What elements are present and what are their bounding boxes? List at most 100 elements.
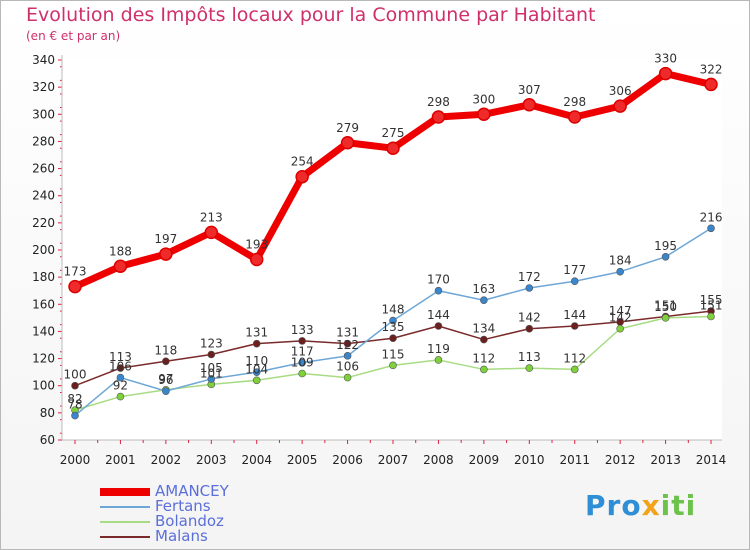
x-tick-label: 2007 [378, 453, 409, 467]
data-point-fertans [343, 352, 352, 360]
data-label-malans: 113 [109, 350, 132, 364]
x-tick-label: 2002 [151, 453, 182, 467]
y-tick-label: 120 [32, 352, 55, 366]
data-label-bolandoz: 106 [336, 360, 359, 374]
data-point-bolandoz [525, 364, 534, 372]
data-label-fertans: 78 [67, 398, 82, 412]
y-tick-label: 220 [32, 216, 55, 230]
data-point-amancey [613, 99, 627, 113]
data-point-bolandoz [707, 312, 715, 321]
data-point-fertans [661, 252, 670, 261]
data-label-fertans: 170 [427, 273, 450, 287]
x-tick-label: 2000 [60, 453, 91, 467]
data-point-bolandoz [570, 365, 579, 374]
chart-title: Evolution des Impôts locaux pour la Comm… [26, 4, 596, 26]
data-point-fertans [616, 267, 624, 276]
data-label-amancey: 173 [64, 265, 87, 279]
data-label-malans: 142 [518, 311, 541, 325]
legend-swatch-amancey [100, 488, 150, 496]
proxiti-logo[interactable]: Proxiti [585, 489, 696, 522]
data-label-bolandoz: 101 [200, 366, 223, 380]
data-label-amancey: 275 [382, 126, 405, 140]
data-point-amancey [567, 110, 582, 124]
data-label-amancey: 188 [109, 244, 132, 258]
y-tick-label: 200 [32, 243, 55, 257]
data-label-bolandoz: 119 [427, 342, 450, 356]
data-point-fertans [570, 277, 579, 286]
data-point-amancey [658, 66, 673, 81]
data-point-fertans [434, 286, 443, 295]
data-label-malans: 155 [700, 293, 723, 307]
data-label-amancey: 322 [700, 62, 723, 76]
data-label-malans: 123 [200, 337, 223, 351]
data-label-bolandoz: 115 [382, 347, 405, 361]
data-label-fertans: 117 [291, 345, 314, 359]
x-tick-label: 2010 [514, 453, 545, 467]
data-point-fertans [116, 373, 125, 382]
data-label-malans: 135 [382, 320, 405, 334]
data-label-malans: 100 [64, 368, 87, 382]
data-point-amancey [159, 247, 173, 261]
data-label-malans: 144 [563, 308, 586, 322]
data-point-malans [389, 334, 397, 343]
data-point-amancey [431, 110, 446, 124]
x-tick-label: 2014 [696, 453, 727, 467]
data-point-malans [570, 322, 579, 330]
data-label-amancey: 307 [518, 83, 541, 97]
data-label-amancey: 330 [654, 52, 677, 66]
data-point-amancey [295, 169, 309, 184]
legend-swatch-bolandoz [100, 521, 150, 523]
data-point-bolandoz [616, 324, 624, 333]
data-point-fertans [207, 375, 216, 383]
data-point-malans [71, 381, 79, 390]
data-label-malans: 131 [336, 326, 359, 340]
data-label-amancey: 213 [200, 210, 223, 224]
legend-label-bolandoz: Bolandoz [155, 512, 224, 530]
data-point-fertans [162, 387, 170, 395]
data-point-amancey [386, 141, 400, 155]
data-label-bolandoz: 112 [563, 351, 586, 365]
x-tick-label: 2006 [332, 453, 363, 467]
data-label-fertans: 163 [472, 282, 495, 296]
data-label-fertans: 148 [382, 303, 405, 317]
y-tick-label: 320 [32, 80, 55, 94]
legend-label-fertans: Fertans [155, 497, 211, 515]
x-tick-label: 2003 [196, 453, 227, 467]
data-label-bolandoz: 142 [609, 311, 632, 325]
data-label-malans: 134 [472, 322, 495, 336]
x-tick-label: 2013 [650, 453, 681, 467]
y-tick-label: 160 [32, 297, 55, 311]
chart-subtitle: (en € et par an) [26, 29, 121, 43]
data-label-bolandoz: 92 [113, 379, 128, 393]
x-tick-label: 2004 [241, 453, 272, 467]
data-label-amancey: 306 [609, 84, 632, 98]
data-point-amancey [113, 259, 128, 274]
data-point-amancey [522, 98, 537, 112]
data-point-bolandoz [434, 356, 443, 364]
data-label-amancey: 279 [336, 121, 359, 135]
data-point-bolandoz [661, 314, 670, 322]
data-point-malans [480, 335, 488, 344]
data-label-amancey: 254 [291, 155, 314, 169]
y-tick-label: 240 [32, 189, 55, 203]
data-point-malans [116, 364, 125, 372]
x-tick-label: 2011 [559, 453, 590, 467]
data-point-amancey [477, 107, 491, 122]
data-point-amancey [68, 279, 82, 294]
data-label-bolandoz: 150 [654, 300, 677, 314]
data-point-bolandoz [389, 361, 397, 370]
data-label-fertans: 172 [518, 270, 541, 284]
data-point-malans [298, 337, 306, 345]
y-tick-label: 140 [32, 324, 55, 338]
y-tick-label: 60 [40, 433, 55, 447]
data-point-malans [525, 324, 534, 333]
data-point-bolandoz [298, 369, 306, 378]
data-label-malans: 151 [654, 299, 677, 313]
data-label-malans: 147 [609, 304, 632, 318]
data-label-fertans: 177 [563, 263, 586, 277]
data-label-amancey: 298 [427, 95, 450, 109]
data-label-amancey: 300 [472, 92, 495, 106]
data-label-malans: 131 [245, 326, 268, 340]
data-label-fertans: 105 [200, 361, 223, 375]
